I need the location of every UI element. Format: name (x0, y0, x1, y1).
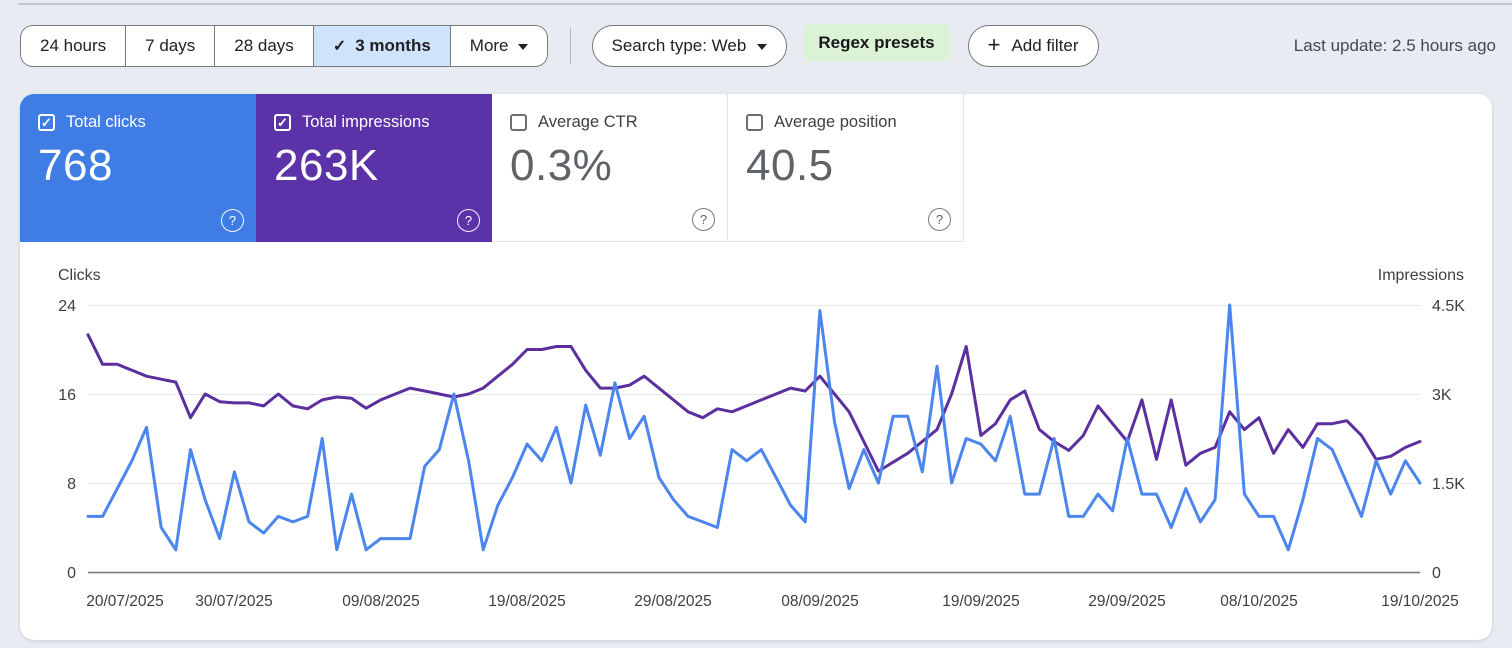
total-clicks-card[interactable]: ✓ Total clicks 768 ? (20, 94, 256, 242)
x-tick-label: 29/09/2025 (1088, 593, 1166, 610)
average-ctr-checkbox[interactable] (510, 114, 527, 131)
add-filter-button[interactable]: + Add filter (967, 25, 1099, 67)
last-update-text: Last update: 2.5 hours ago (1293, 36, 1496, 55)
date-range-28-days[interactable]: 28 days (215, 26, 314, 66)
metric-cards: ✓ Total clicks 768 ? ✓ Total impressions… (20, 94, 1492, 242)
toolbar-divider (569, 28, 571, 64)
regex-presets-label: Regex presets (818, 33, 935, 52)
x-tick-label: 30/07/2025 (195, 593, 273, 610)
filter-toolbar: 24 hours 7 days 28 days ✓ 3 months More … (0, 0, 1512, 68)
left-tick: 8 (67, 476, 76, 493)
left-tick: 16 (58, 387, 76, 404)
average-position-card[interactable]: Average position 40.5 ? (728, 94, 964, 242)
chevron-down-icon (517, 44, 528, 50)
help-icon[interactable]: ? (928, 208, 951, 231)
date-range-label: 28 days (234, 36, 294, 55)
help-icon[interactable]: ? (457, 209, 480, 232)
left-tick: 24 (58, 298, 76, 315)
date-range-label: 3 months (355, 36, 431, 55)
date-range-group: 24 hours 7 days 28 days ✓ 3 months More (20, 25, 548, 67)
x-tick-label: 08/10/2025 (1220, 593, 1298, 610)
top-divider (18, 3, 1512, 5)
clicks-line[interactable] (86, 303, 1422, 552)
x-tick-label: 09/08/2025 (342, 593, 420, 610)
date-range-more[interactable]: More (450, 26, 547, 66)
performance-panel: ✓ Total clicks 768 ? ✓ Total impressions… (20, 94, 1492, 640)
x-tick-label: 19/10/2025 (1381, 593, 1459, 610)
right-tick: 4.5K (1432, 298, 1465, 315)
average-ctr-card[interactable]: Average CTR 0.3% ? (492, 94, 728, 242)
check-icon: ✓ (332, 38, 347, 55)
total-impressions-card[interactable]: ✓ Total impressions 263K ? (256, 94, 492, 242)
x-tick-label: 20/07/2025 (86, 593, 164, 610)
average-position-checkbox[interactable] (746, 114, 763, 131)
metric-label: Average CTR (538, 113, 638, 131)
regex-presets-button[interactable]: Regex presets (803, 24, 950, 62)
metric-label: Total clicks (66, 113, 146, 131)
right-tick: 1.5K (1432, 476, 1465, 493)
right-tick: 3K (1432, 387, 1452, 404)
left-tick: 0 (67, 565, 76, 582)
help-icon[interactable]: ? (221, 209, 244, 232)
left-axis-title: Clicks (58, 267, 101, 284)
search-type-dropdown[interactable]: Search type: Web (591, 25, 788, 67)
x-tick-label: 29/08/2025 (634, 593, 712, 610)
metric-value: 40.5 (746, 141, 834, 190)
help-icon[interactable]: ? (692, 208, 715, 231)
chevron-down-icon (757, 44, 768, 50)
metric-value: 263K (274, 141, 379, 190)
impressions-line[interactable] (86, 333, 1422, 473)
date-range-7-days[interactable]: 7 days (126, 26, 216, 66)
metric-label: Average position (774, 113, 897, 131)
date-range-label: 24 hours (40, 36, 107, 55)
metric-label: Total impressions (302, 113, 430, 131)
search-type-label: Search type: Web (611, 36, 747, 55)
date-range-3-months-selected[interactable]: ✓ 3 months (313, 26, 451, 66)
date-range-label: More (469, 36, 509, 55)
x-tick-label: 08/09/2025 (781, 593, 859, 610)
add-filter-label: Add filter (1011, 36, 1079, 55)
x-tick-label: 19/09/2025 (942, 593, 1020, 610)
total-impressions-checkbox[interactable]: ✓ (274, 114, 291, 131)
x-tick-label: 19/08/2025 (488, 593, 566, 610)
date-range-label: 7 days (145, 36, 196, 55)
total-clicks-checkbox[interactable]: ✓ (38, 114, 55, 131)
right-tick: 0 (1432, 565, 1441, 582)
metric-value: 768 (38, 141, 113, 190)
metric-value: 0.3% (510, 141, 613, 190)
performance-chart[interactable]: Clicks Impressions 24 16 8 0 4.5K 3K 1.5… (20, 250, 1492, 630)
date-range-24-hours[interactable]: 24 hours (21, 26, 127, 66)
right-axis-title: Impressions (1378, 267, 1464, 284)
